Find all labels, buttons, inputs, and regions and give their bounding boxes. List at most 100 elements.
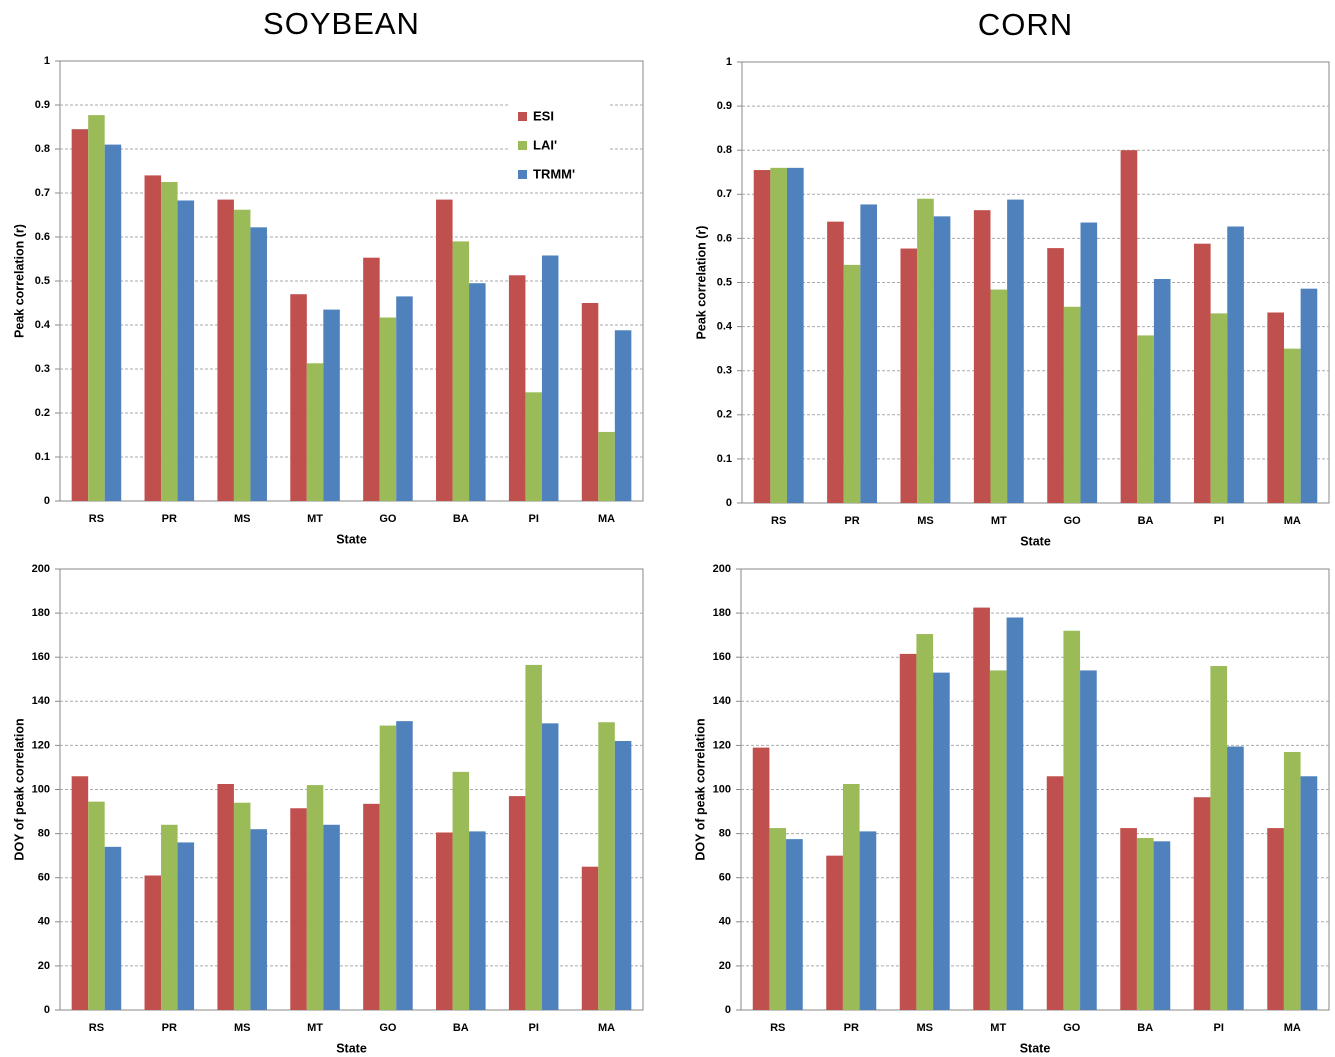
x-tick-label: RS: [771, 515, 786, 527]
bar: [1210, 666, 1228, 1010]
x-tick-label: RS: [89, 1022, 104, 1034]
bar: [598, 722, 615, 1010]
bar: [1063, 306, 1081, 503]
y-tick-label: 0.8: [35, 143, 50, 155]
bar: [989, 670, 1007, 1010]
bar: [104, 144, 122, 501]
bar: [88, 801, 105, 1010]
x-tick-label: PR: [844, 1022, 859, 1034]
bar: [917, 198, 934, 503]
y-tick-label: 80: [719, 828, 731, 840]
bar: [900, 248, 918, 503]
y-tick-label: 0.4: [35, 319, 51, 331]
y-axis-label: DOY of peak correlation: [12, 718, 26, 860]
y-tick-label: 20: [719, 960, 731, 972]
y-tick-label: 0.4: [717, 321, 733, 333]
bar: [933, 216, 951, 503]
x-tick-label: MA: [1284, 515, 1301, 527]
y-tick-label: 0.7: [35, 187, 50, 199]
y-tick-label: 20: [38, 960, 50, 972]
y-tick-label: 0: [44, 1004, 50, 1016]
y-tick-label: 100: [32, 783, 50, 795]
bar: [843, 264, 861, 503]
bar: [290, 294, 307, 501]
y-tick-label: 80: [38, 828, 50, 840]
bar: [842, 783, 860, 1010]
x-tick-label: BA: [1137, 1022, 1153, 1034]
y-tick-label: 0.6: [717, 232, 732, 244]
x-tick-label: MA: [598, 1022, 615, 1034]
y-tick-label: 200: [32, 563, 50, 575]
y-tick-label: 160: [32, 651, 50, 663]
bar: [973, 210, 991, 503]
legend-swatch: [518, 141, 527, 150]
y-tick-label: 0.1: [717, 453, 732, 465]
bar: [614, 330, 632, 501]
x-tick-label: BA: [1138, 515, 1154, 527]
bar: [88, 115, 105, 502]
bar: [144, 175, 162, 501]
bar: [1046, 776, 1064, 1010]
bar: [581, 303, 599, 501]
x-tick-label: PR: [162, 513, 177, 525]
bar: [161, 182, 178, 501]
bar: [323, 309, 340, 501]
bar: [323, 824, 340, 1010]
y-tick-label: 0: [726, 497, 732, 509]
y-tick-label: 60: [38, 872, 50, 884]
y-tick-label: 120: [713, 739, 731, 751]
bar: [859, 831, 877, 1010]
legend-label: TRMM': [533, 166, 575, 181]
x-tick-label: MA: [1284, 1022, 1301, 1034]
x-tick-label: MA: [598, 513, 615, 525]
bar: [144, 875, 162, 1010]
y-tick-label: 1: [44, 55, 50, 67]
bar: [787, 167, 804, 503]
y-tick-label: 40: [719, 916, 731, 928]
x-tick-label: MS: [917, 515, 934, 527]
bar: [1006, 617, 1024, 1010]
y-axis-label: Peak correlation (r): [694, 226, 708, 340]
bar: [1007, 199, 1024, 504]
bar: [1153, 841, 1171, 1010]
x-axis-label: State: [1020, 1041, 1051, 1055]
x-tick-label: BA: [453, 1022, 469, 1034]
bar: [1210, 313, 1228, 503]
y-tick-label: 140: [32, 695, 50, 707]
y-tick-label: 180: [32, 607, 50, 619]
bar: [250, 227, 267, 501]
bar: [217, 199, 234, 501]
bar: [469, 831, 486, 1010]
legend-label: ESI: [533, 108, 554, 123]
x-axis-label: State: [1020, 534, 1051, 548]
bar: [541, 255, 559, 501]
bar: [217, 783, 234, 1010]
bar: [1193, 243, 1211, 503]
x-tick-label: MT: [991, 515, 1007, 527]
bar: [990, 289, 1008, 503]
y-tick-label: 1: [726, 56, 732, 68]
bar: [899, 653, 917, 1010]
x-tick-label: PI: [1214, 515, 1224, 527]
bar: [436, 832, 453, 1010]
y-tick-label: 120: [32, 739, 50, 751]
bar: [1193, 797, 1211, 1010]
bar: [396, 721, 413, 1010]
bar: [933, 672, 950, 1010]
y-tick-label: 0.3: [717, 365, 732, 377]
bar: [104, 846, 122, 1010]
x-tick-label: PR: [162, 1022, 177, 1034]
y-tick-label: 0.3: [35, 363, 50, 375]
bar: [1136, 838, 1154, 1010]
bar: [1267, 312, 1284, 503]
y-tick-label: 60: [719, 872, 731, 884]
x-tick-label: PI: [528, 513, 538, 525]
y-tick-label: 0.5: [717, 276, 732, 288]
bar: [250, 829, 267, 1010]
bar: [71, 776, 89, 1010]
x-tick-label: MT: [307, 513, 323, 525]
bar: [826, 855, 843, 1010]
bar: [452, 241, 470, 501]
y-tick-label: 140: [713, 695, 731, 707]
bar: [769, 828, 787, 1010]
